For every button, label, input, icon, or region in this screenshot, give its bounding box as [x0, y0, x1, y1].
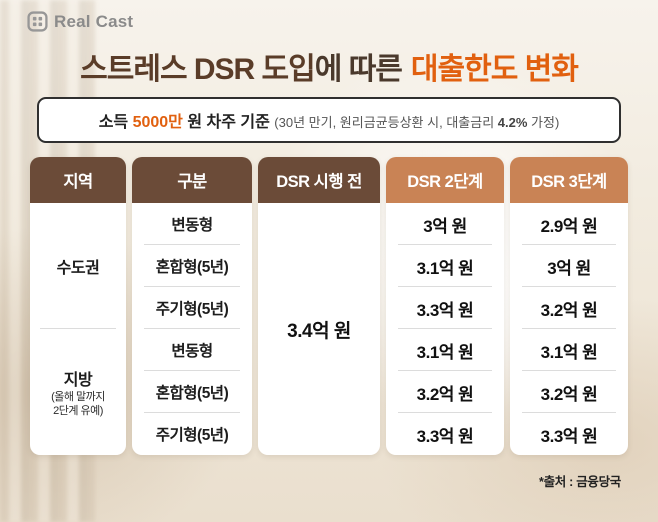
subtitle-income-amount: 5000만: [132, 114, 183, 131]
stage2-value-cell: 3억 원: [386, 203, 504, 245]
page-title: 스트레스 DSR 도입에 따른 대출한도 변화: [0, 44, 658, 88]
stage3-value-cell: 3.3억 원: [540, 426, 598, 446]
column-region: 지역 수도권 지방 (올해 말까지 2단계 유예): [30, 157, 126, 455]
column-dsr-stage3: DSR 3단계 2.9억 원 3억 원 3.2억 원 3.1억 원 3.2억 원…: [510, 157, 628, 455]
stage3-value-cell: 3.2억 원: [510, 287, 628, 329]
subtitle-rate: 4.2%: [497, 115, 528, 130]
dsr-loan-limit-table: 지역 수도권 지방 (올해 말까지 2단계 유예) 구분 변동형 혼합형(5년)…: [30, 157, 628, 455]
region-name-metro: 수도권: [56, 260, 100, 277]
stage2-value-cell: 3.1억 원: [386, 245, 504, 287]
stage2-value-cell: 3.1억 원: [386, 329, 504, 371]
realcast-logo: Real Cast: [27, 11, 133, 32]
column-dsr-stage2-body: 3억 원 3.1억 원 3.3억 원 3.1억 원 3.2억 원 3.3억 원: [386, 203, 504, 455]
column-dsr-stage2: DSR 2단계 3억 원 3.1억 원 3.3억 원 3.1억 원 3.2억 원…: [386, 157, 504, 455]
source-note: *출처 : 금융당국: [539, 475, 621, 489]
stage2-value-cell: 3.3억 원: [386, 287, 504, 329]
header-type: 구분: [132, 157, 252, 203]
stage3-value-cell: 3억 원: [510, 245, 628, 287]
region-cell-metro: 수도권: [30, 203, 126, 329]
subtitle-conditions-end: 가정): [527, 115, 560, 130]
region-cell-provincial: 지방 (올해 말까지 2단계 유예): [30, 329, 126, 455]
column-type: 구분 변동형 혼합형(5년) 주기형(5년) 변동형 혼합형(5년) 주기형(5…: [132, 157, 252, 455]
region-name-provincial: 지방: [63, 371, 93, 389]
stage3-value-cell: 3.2억 원: [510, 371, 628, 413]
stage3-value-cell: 2.9억 원: [510, 203, 628, 245]
realcast-logo-icon: [27, 11, 48, 32]
realcast-logo-text: Real Cast: [54, 11, 134, 31]
type-cell: 혼합형(5년): [132, 245, 252, 287]
type-cell: 혼합형(5년): [132, 371, 252, 413]
assumption-box: 소득 5000만 원 차주 기준 (30년 만기, 원리금균등상환 시, 대출금…: [37, 97, 621, 143]
before-dsr-merged-cell: 3.4억 원: [258, 203, 380, 455]
before-dsr-value: 3.4억 원: [287, 320, 351, 342]
stage3-value-cell: 3.1억 원: [510, 329, 628, 371]
type-cell: 변동형: [132, 203, 252, 245]
title-part-loan-limit: 대출한도 변화: [410, 53, 579, 86]
title-part-stress-dsr: 스트레스 DSR 도입: [80, 53, 316, 86]
column-before-dsr-body: 3.4억 원: [258, 203, 380, 455]
stage2-value-cell: 3.2억 원: [386, 371, 504, 413]
type-cell: 주기형(5년): [155, 427, 229, 444]
header-dsr-stage3: DSR 3단계: [510, 157, 628, 203]
subtitle-income-label: 소득: [98, 114, 133, 131]
region-note-line1: (올해 말까지: [51, 390, 105, 403]
column-type-body: 변동형 혼합형(5년) 주기형(5년) 변동형 혼합형(5년) 주기형(5년): [132, 203, 252, 455]
region-note-line2: 2단계 유예): [53, 405, 103, 417]
header-region: 지역: [30, 157, 126, 203]
column-dsr-stage3-body: 2.9억 원 3억 원 3.2억 원 3.1억 원 3.2억 원 3.3억 원: [510, 203, 628, 455]
stage2-value-cell: 3.3억 원: [416, 426, 474, 446]
subtitle-conditions: (30년 만기, 원리금균등상환 시, 대출금리: [274, 115, 498, 130]
type-cell: 변동형: [132, 329, 252, 371]
type-cell: 주기형(5년): [132, 287, 252, 329]
column-before-dsr: DSR 시행 전 3.4억 원: [258, 157, 380, 455]
header-dsr-stage2: DSR 2단계: [386, 157, 504, 203]
title-part-connector: 에 따른: [314, 53, 403, 86]
column-region-body: 수도권 지방 (올해 말까지 2단계 유예): [30, 203, 126, 455]
subtitle-borrower-label: 원 차주 기준: [182, 114, 275, 131]
header-before-dsr: DSR 시행 전: [258, 157, 380, 203]
